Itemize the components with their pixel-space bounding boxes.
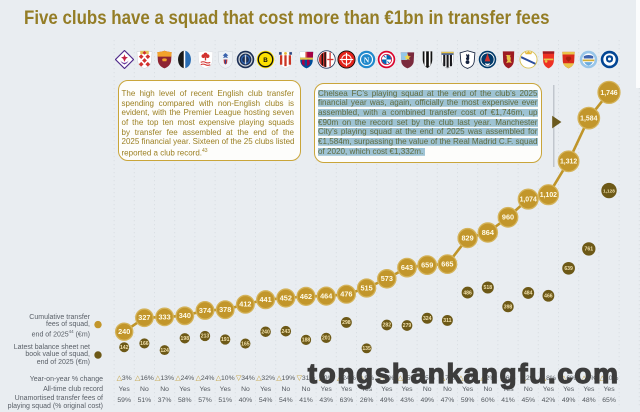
svg-text:165: 165 [241, 341, 250, 347]
svg-text:486: 486 [463, 290, 472, 296]
svg-text:466: 466 [544, 294, 553, 300]
svg-text:B: B [263, 56, 268, 63]
svg-text:960: 960 [502, 213, 514, 222]
svg-text:213: 213 [201, 334, 210, 340]
svg-text:1,584: 1,584 [580, 116, 597, 123]
svg-text:484: 484 [524, 291, 533, 297]
svg-text:1,128: 1,128 [603, 188, 615, 193]
svg-text:198: 198 [181, 336, 190, 342]
svg-text:311: 311 [443, 318, 451, 324]
svg-text:1,102: 1,102 [540, 192, 557, 199]
svg-text:201: 201 [322, 336, 331, 342]
svg-text:761: 761 [585, 247, 594, 253]
svg-text:333: 333 [159, 312, 171, 321]
svg-text:398: 398 [504, 304, 513, 310]
svg-text:573: 573 [381, 274, 393, 283]
svg-text:240: 240 [118, 327, 130, 336]
svg-text:864: 864 [482, 228, 495, 237]
svg-text:412: 412 [239, 300, 251, 309]
svg-text:476: 476 [340, 290, 352, 299]
svg-text:188: 188 [302, 338, 311, 344]
svg-text:441: 441 [260, 295, 272, 304]
svg-text:N: N [364, 55, 370, 64]
svg-text:464: 464 [320, 292, 333, 301]
svg-text:829: 829 [462, 234, 474, 243]
svg-text:282: 282 [383, 323, 392, 329]
svg-text:659: 659 [421, 261, 433, 270]
svg-text:279: 279 [403, 323, 412, 329]
svg-text:327: 327 [138, 313, 150, 322]
svg-text:1,312: 1,312 [560, 159, 577, 166]
svg-text:462: 462 [300, 292, 312, 301]
svg-text:243: 243 [282, 329, 291, 335]
svg-text:378: 378 [219, 305, 231, 314]
svg-text:298: 298 [342, 320, 351, 326]
svg-text:374: 374 [199, 306, 212, 315]
svg-text:665: 665 [441, 260, 453, 269]
svg-text:135: 135 [362, 346, 371, 352]
svg-text:639: 639 [564, 266, 573, 272]
svg-text:1,074: 1,074 [520, 197, 537, 204]
svg-text:240: 240 [261, 329, 270, 335]
svg-text:166: 166 [140, 341, 149, 347]
svg-text:324: 324 [423, 316, 432, 322]
svg-text:515: 515 [361, 283, 373, 292]
svg-text:340: 340 [179, 311, 191, 320]
svg-text:452: 452 [280, 293, 292, 302]
svg-text:1,746: 1,746 [600, 90, 617, 97]
svg-text:191: 191 [221, 337, 230, 343]
svg-text:518: 518 [484, 285, 493, 291]
svg-text:142: 142 [120, 345, 129, 351]
svg-text:643: 643 [401, 263, 413, 272]
svg-text:124: 124 [160, 348, 169, 354]
